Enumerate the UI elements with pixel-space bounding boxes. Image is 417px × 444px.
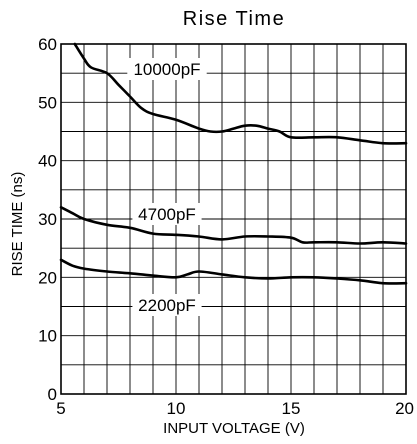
series-label-bg xyxy=(127,58,207,80)
series-line-4700pF xyxy=(59,206,408,245)
series-line-10000pF xyxy=(73,42,408,145)
y-tick-label: 50 xyxy=(38,93,57,112)
series-label-bg xyxy=(132,203,202,225)
series-labels: 10000pF 4700pF 2200pF xyxy=(127,58,207,316)
y-tick-label: 30 xyxy=(38,210,57,229)
series-label-bg xyxy=(132,294,202,316)
series-line-2200pF xyxy=(59,258,408,285)
y-tick-label: 20 xyxy=(38,268,57,287)
tick-labels: 0 10 20 30 40 50 60 5 10 15 20 xyxy=(38,35,414,418)
y-tick-label: 10 xyxy=(38,327,57,346)
x-tick-label: 15 xyxy=(282,399,301,418)
y-axis-label: RISE TIME (ns) xyxy=(9,172,26,277)
y-tick-label: 40 xyxy=(38,152,57,171)
series-label-4700pF: 4700pF xyxy=(138,205,196,224)
curves xyxy=(59,42,408,285)
x-tick-label: 5 xyxy=(56,399,65,418)
series-label-10000pF: 10000pF xyxy=(133,60,200,79)
x-axis-label: INPUT VOLTAGE (V) xyxy=(163,420,305,437)
chart-title: Rise Time xyxy=(183,8,285,30)
y-tick-label: 60 xyxy=(38,35,57,54)
plot-frame xyxy=(60,43,407,395)
x-tick-label: 10 xyxy=(167,399,186,418)
series-label-2200pF: 2200pF xyxy=(138,296,196,315)
x-tick-label: 20 xyxy=(395,399,414,418)
y-tick-label: 0 xyxy=(48,385,57,404)
grid xyxy=(61,44,406,394)
